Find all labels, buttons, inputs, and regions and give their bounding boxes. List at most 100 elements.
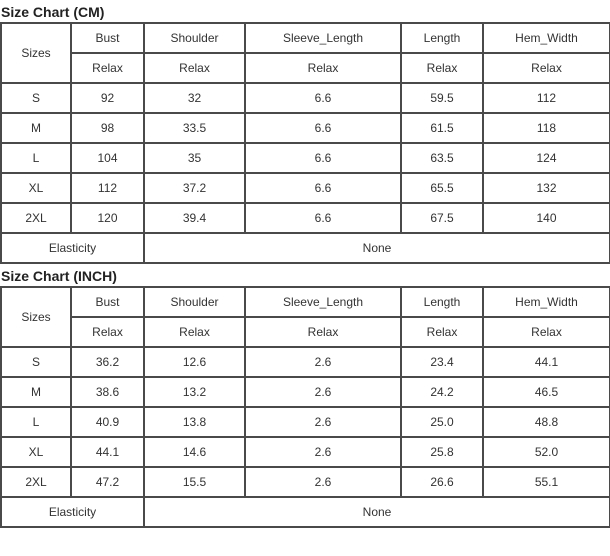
value-cell: 36.2 — [70, 346, 145, 378]
table-row: S 36.2 12.6 2.6 23.4 44.1 — [0, 346, 610, 378]
value-cell: 63.5 — [400, 142, 484, 174]
size-cell: M — [0, 112, 72, 144]
value-cell: 38.6 — [70, 376, 145, 408]
value-cell: 39.4 — [143, 202, 246, 234]
column-subheader: Relax — [143, 316, 246, 348]
value-cell: 2.6 — [244, 376, 402, 408]
table-row: 2XL 120 39.4 6.6 67.5 140 — [0, 202, 610, 234]
size-cell: XL — [0, 436, 72, 468]
value-cell: 2.6 — [244, 346, 402, 378]
value-cell: 59.5 — [400, 82, 484, 114]
subheader-row: Relax Relax Relax Relax Relax — [1, 52, 610, 84]
value-cell: 112 — [70, 172, 145, 204]
size-cell: L — [0, 142, 72, 174]
value-cell: 44.1 — [482, 346, 610, 378]
column-subheader: Relax — [70, 316, 145, 348]
value-cell: 48.8 — [482, 406, 610, 438]
value-cell: 24.2 — [400, 376, 484, 408]
value-cell: 2.6 — [244, 436, 402, 468]
size-cell: XL — [0, 172, 72, 204]
table-row: L 40.9 13.8 2.6 25.0 48.8 — [0, 406, 610, 438]
value-cell: 6.6 — [244, 202, 402, 234]
value-cell: 25.8 — [400, 436, 484, 468]
elasticity-value: None — [143, 496, 610, 528]
value-cell: 26.6 — [400, 466, 484, 498]
value-cell: 55.1 — [482, 466, 610, 498]
header-row: Sizes Bust Shoulder Sleeve_Length Length Hem_… — [0, 286, 610, 348]
value-cell: 118 — [482, 112, 610, 144]
chart-title: Size Chart (INCH) — [1, 268, 117, 284]
value-cell: 2.6 — [244, 466, 402, 498]
value-cell: 61.5 — [400, 112, 484, 144]
value-cell: 67.5 — [400, 202, 484, 234]
column-subheader: Relax — [244, 316, 402, 348]
column-header: Bust — [70, 22, 145, 54]
size-cell: 2XL — [0, 202, 72, 234]
table-row: M 38.6 13.2 2.6 24.2 46.5 — [0, 376, 610, 408]
value-cell: 52.0 — [482, 436, 610, 468]
value-cell: 13.8 — [143, 406, 246, 438]
column-header: Hem_Width — [482, 286, 610, 318]
column-header: Length — [400, 22, 484, 54]
column-subheader: Relax — [400, 52, 484, 84]
value-cell: 37.2 — [143, 172, 246, 204]
value-cell: 23.4 — [400, 346, 484, 378]
table-row: XL 44.1 14.6 2.6 25.8 52.0 — [0, 436, 610, 468]
size-table: Sizes Bust Shoulder Sleeve_Length Length Hem_… — [0, 22, 610, 264]
value-cell: 35 — [143, 142, 246, 174]
value-cell: 40.9 — [70, 406, 145, 438]
value-cell: 98 — [70, 112, 145, 144]
size-cell: S — [0, 82, 72, 114]
value-cell: 124 — [482, 142, 610, 174]
value-cell: 6.6 — [244, 112, 402, 144]
value-cell: 25.0 — [400, 406, 484, 438]
column-subheader: Relax — [244, 52, 402, 84]
size-table: Sizes Bust Shoulder Sleeve_Length Length Hem_… — [0, 286, 610, 528]
column-header: Sleeve_Length — [244, 286, 402, 318]
elasticity-label: Elasticity — [0, 496, 145, 528]
value-cell: 112 — [482, 82, 610, 114]
value-cell: 65.5 — [400, 172, 484, 204]
column-subheader: Relax — [143, 52, 246, 84]
value-cell: 44.1 — [70, 436, 145, 468]
size-cell: 2XL — [0, 466, 72, 498]
size-cell: S — [0, 346, 72, 378]
column-subheader: Relax — [400, 316, 484, 348]
column-header: Shoulder — [143, 286, 246, 318]
table-row: S 92 32 6.6 59.5 112 — [0, 82, 610, 114]
column-subheader: Relax — [482, 316, 610, 348]
value-cell: 47.2 — [70, 466, 145, 498]
size-cell: M — [0, 376, 72, 408]
value-cell: 14.6 — [143, 436, 246, 468]
column-subheader: Relax — [70, 52, 145, 84]
value-cell: 92 — [70, 82, 145, 114]
value-cell: 33.5 — [143, 112, 246, 144]
header-row: Sizes Bust Shoulder Sleeve_Length Length Hem_… — [0, 22, 610, 84]
chart-title: Size Chart (CM) — [1, 4, 105, 20]
column-subheader: Relax — [482, 52, 610, 84]
elasticity-row: Elasticity None — [0, 496, 610, 528]
table-row: M 98 33.5 6.6 61.5 118 — [0, 112, 610, 144]
table-row: L 104 35 6.6 63.5 124 — [0, 142, 610, 174]
table-row: 2XL 47.2 15.5 2.6 26.6 55.1 — [0, 466, 610, 498]
value-cell: 132 — [482, 172, 610, 204]
column-header: Sleeve_Length — [244, 22, 402, 54]
value-cell: 32 — [143, 82, 246, 114]
elasticity-row: Elasticity None — [0, 232, 610, 264]
column-header: Bust — [70, 286, 145, 318]
column-header: Shoulder — [143, 22, 246, 54]
value-cell: 140 — [482, 202, 610, 234]
value-cell: 6.6 — [244, 172, 402, 204]
subheader-row: Relax Relax Relax Relax Relax — [1, 316, 610, 348]
sizes-header: Sizes — [0, 22, 72, 84]
elasticity-value: None — [143, 232, 610, 264]
size-cell: L — [0, 406, 72, 438]
elasticity-label: Elasticity — [0, 232, 145, 264]
sizes-header: Sizes — [0, 286, 72, 348]
table-row: XL 112 37.2 6.6 65.5 132 — [0, 172, 610, 204]
value-cell: 13.2 — [143, 376, 246, 408]
value-cell: 104 — [70, 142, 145, 174]
value-cell: 2.6 — [244, 406, 402, 438]
value-cell: 46.5 — [482, 376, 610, 408]
size-chart-document: Size Chart (CM) Sizes Bust Shoulder Sleeve_L… — [0, 2, 610, 528]
